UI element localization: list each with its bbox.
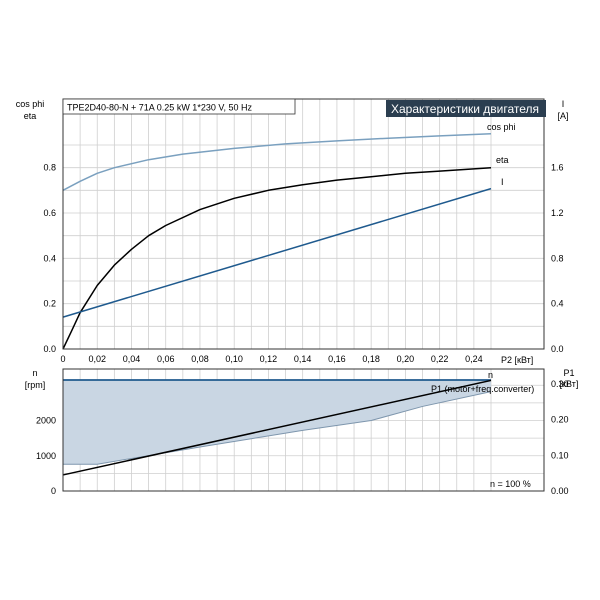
x-tick-label: 0	[60, 354, 65, 364]
x-axis-label: P2 [кВт]	[501, 355, 533, 365]
tick-labels: 0 0,02 0,04 0,06 0,08 0,10 0,12 0,14 0,16 0,18 0,2…	[36, 163, 569, 496]
top-plot	[62, 132, 492, 350]
x-tick-label: 0,22	[431, 354, 449, 364]
series-line-eta	[62, 166, 492, 350]
y-left-tick-label: 0.4	[43, 253, 56, 263]
series-line-current	[62, 187, 492, 318]
y-left-label-n: n	[32, 368, 37, 378]
title-box	[386, 100, 546, 117]
y-left-tick-label: 0.6	[43, 208, 56, 218]
speed-min-line	[63, 391, 492, 465]
x-tick-label: 0,04	[123, 354, 141, 364]
y-right-label-i: I	[562, 99, 565, 109]
x-tick-label: 0,20	[397, 354, 415, 364]
y-right-tick-label: 1.2	[551, 208, 564, 218]
x-tick-label: 0,12	[260, 354, 278, 364]
y-right-tick-label: 0.0	[551, 344, 564, 354]
x-tick-label: 0,08	[191, 354, 209, 364]
series-label-cosphi: cos phi	[487, 122, 516, 132]
y-left-tick-label: 0	[51, 486, 56, 496]
y-left-label-cosphi: cos phi	[16, 99, 45, 109]
top-grid	[62, 99, 544, 350]
chart-subtitle: TPE2D40-80-N + 71A 0.25 kW 1*230 V, 50 H…	[67, 103, 253, 113]
series-label-n: n	[488, 370, 493, 380]
y-right-tick-label: 0.30	[551, 379, 569, 389]
speed-annotation: n = 100 %	[490, 479, 531, 489]
x-tick-label: 0,16	[328, 354, 346, 364]
x-tick-label: 0,24	[465, 354, 483, 364]
x-tick-label: 0,10	[225, 354, 243, 364]
x-tick-label: 0,02	[88, 354, 106, 364]
y-left-label-rpm: [rpm]	[25, 380, 46, 390]
series-label-p1: P1 (motor+freq.converter)	[431, 384, 534, 394]
series-line-cosphi	[62, 132, 492, 191]
y-right-label-a: [A]	[557, 111, 568, 121]
series-label-eta: eta	[496, 155, 509, 165]
y-right-tick-label: 0.10	[551, 450, 569, 460]
y-right-tick-label: 0.00	[551, 486, 569, 496]
y-left-tick-label: 2000	[36, 416, 56, 426]
top-plot-frame	[62, 98, 545, 350]
speed-range-area	[63, 380, 491, 465]
chart-title: Характеристики двигателя	[391, 102, 539, 116]
y-left-tick-label: 0.2	[43, 299, 56, 309]
y-left-tick-label: 0.0	[43, 344, 56, 354]
y-right-tick-label: 0.4	[551, 299, 564, 309]
y-left-tick-label: 0.8	[43, 163, 56, 173]
series-line-power-in	[62, 379, 492, 476]
bottom-plot-frame	[62, 368, 545, 492]
series-label-i: I	[501, 177, 504, 187]
y-right-label-kw: [кВт]	[560, 379, 579, 389]
y-right-tick-label: 0.20	[551, 415, 569, 425]
y-right-tick-label: 1.6	[551, 163, 564, 173]
x-tick-label: 0,14	[294, 354, 312, 364]
x-tick-label: 0,18	[362, 354, 380, 364]
x-tick-label: 0,06	[157, 354, 175, 364]
y-left-label-eta: eta	[24, 111, 37, 121]
y-left-tick-label: 1000	[36, 451, 56, 461]
y-right-label-p1: P1	[563, 368, 574, 378]
bottom-plot	[62, 379, 492, 476]
y-right-tick-label: 0.8	[551, 253, 564, 263]
subtitle-box	[62, 98, 296, 115]
